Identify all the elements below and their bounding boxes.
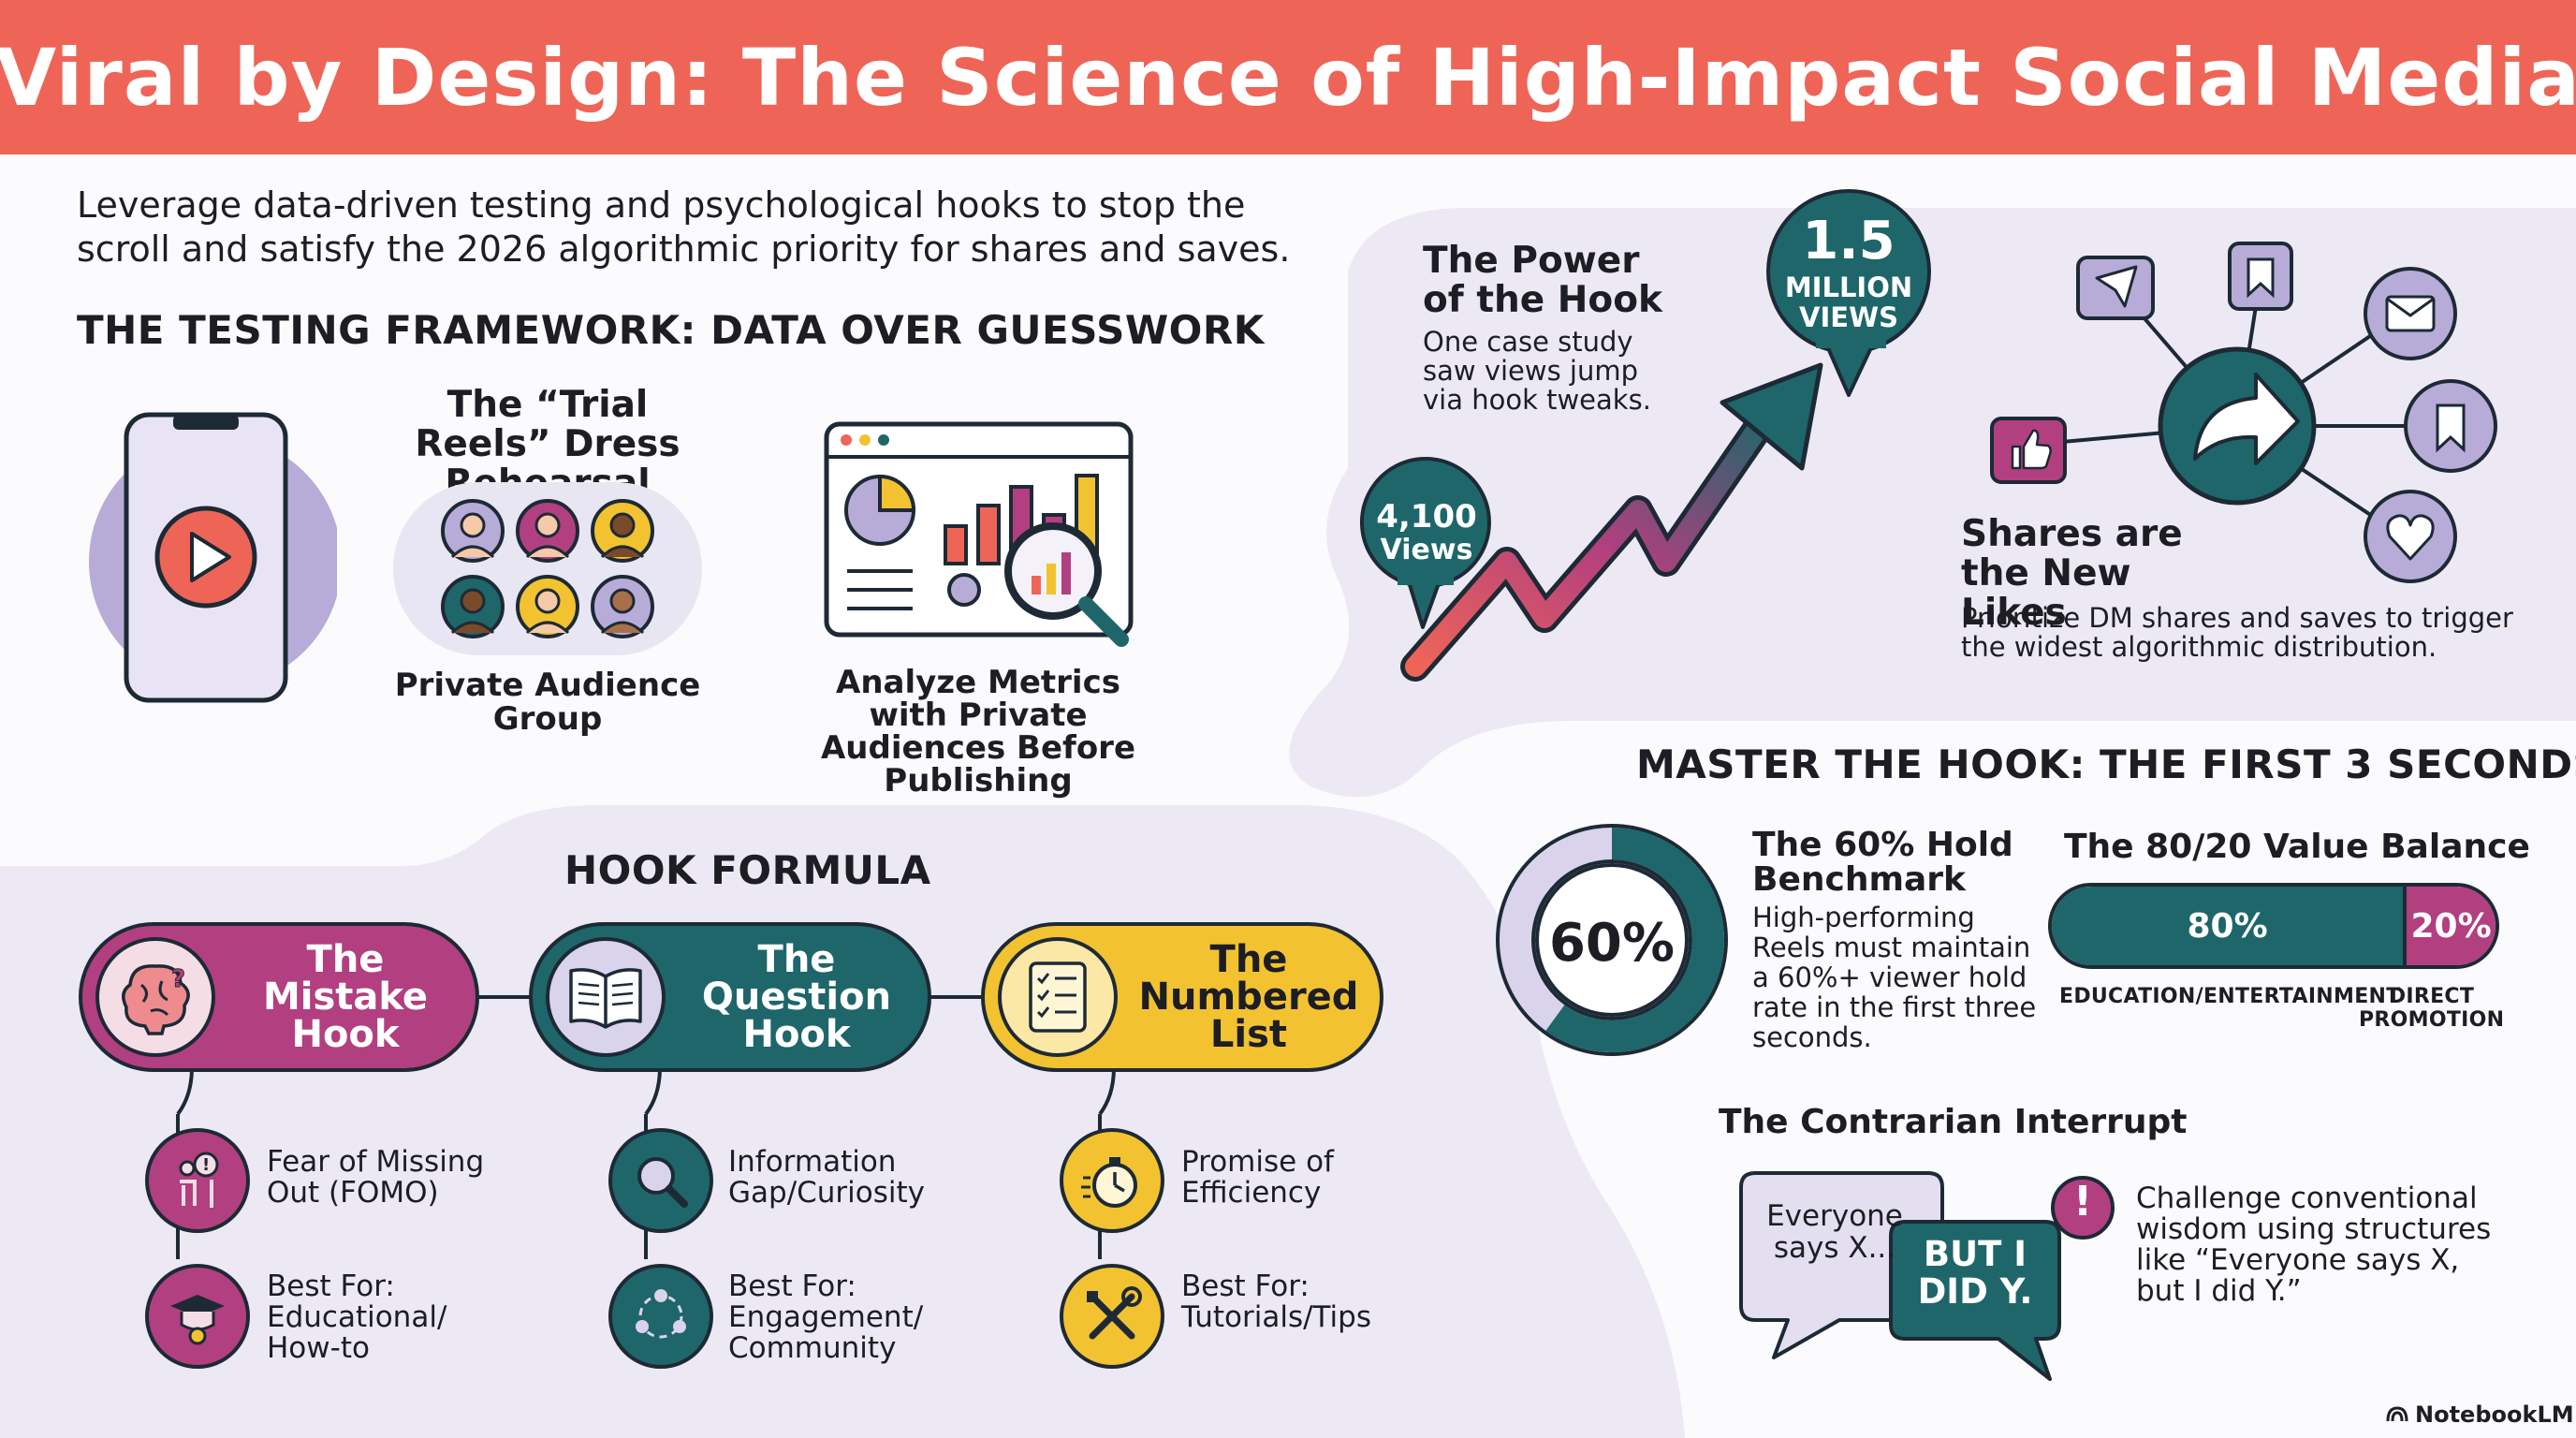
community-icon xyxy=(608,1264,713,1369)
balance-bar: 80% 20% xyxy=(2048,883,2499,969)
hook-question-card: The Question Hook xyxy=(529,922,931,1072)
end-views-unit-2: VIEWS xyxy=(1799,301,1898,333)
start-views-unit: Views xyxy=(1380,534,1473,566)
hook-numbered-card: The Numbered List xyxy=(981,922,1383,1072)
power-hook-title: The Power of the Hook xyxy=(1423,240,1662,321)
balance-bar-education: 80% xyxy=(2052,887,2408,965)
shares-title: Shares are the New Likes xyxy=(1961,513,2183,634)
brain-icon: ? xyxy=(95,937,215,1057)
page-title: Viral by Design: The Science of High-Imp… xyxy=(0,31,2576,124)
end-views-bubble xyxy=(1766,189,1931,397)
master-heading: MASTER THE HOOK: THE FIRST 3 SECONDS xyxy=(1636,741,2576,787)
power-hook-desc: One case study saw views jump via hook t… xyxy=(1423,326,1651,416)
hook-formula-heading: HOOK FORMULA xyxy=(564,847,931,893)
engagement-label: Best For: Engagement/ Community xyxy=(728,1269,924,1365)
contrarian-title: The Contrarian Interrupt xyxy=(1719,1103,2188,1141)
tools-icon xyxy=(1060,1264,1164,1369)
balance-title: The 80/20 Value Balance xyxy=(2064,828,2530,866)
shares-desc: Prioritize DM shares and saves to trigge… xyxy=(1961,602,2513,663)
magnifier-icon xyxy=(608,1128,713,1233)
private-audience-label: Private Audience Group xyxy=(394,667,701,738)
balance-bar-promotion: 20% xyxy=(2407,887,2496,965)
hold-donut-value: 60% xyxy=(1548,913,1676,974)
bubble-everyone: Everyone says X... xyxy=(1766,1199,1903,1265)
growth-arrow-icon xyxy=(1400,362,1823,682)
bubble-but-i-did: BUT I DID Y. xyxy=(1917,1234,2033,1312)
brand-mark: NotebookLM xyxy=(2385,1401,2574,1428)
contrarian-bubbles-icon xyxy=(1739,1171,2115,1381)
curiosity-label: Information Gap/Curiosity xyxy=(728,1145,926,1210)
brand-name: NotebookLM xyxy=(2415,1401,2574,1428)
stopwatch-icon xyxy=(1060,1128,1164,1233)
balance-right-label: DIRECT PROMOTION xyxy=(2359,985,2505,1032)
fomo-label: Fear of Missing Out (FOMO) xyxy=(267,1145,485,1210)
hook-numbered-title: The Numbered List xyxy=(1138,938,1359,1056)
hold-benchmark-desc: High-performing Reels must maintain a 60… xyxy=(1752,902,2037,1053)
hold-benchmark-title: The 60% Hold Benchmark xyxy=(1752,826,2013,899)
contrarian-desc: Challenge conventional wisdom using stru… xyxy=(2136,1181,2492,1308)
hook-question-title: The Question Hook xyxy=(701,938,892,1056)
checklist-icon xyxy=(998,937,1118,1057)
balance-left-value: 80% xyxy=(2187,906,2268,946)
hold-donut-chart xyxy=(1496,824,1728,1056)
notebooklm-logo-icon xyxy=(2386,1406,2408,1422)
intro-text: Leverage data-driven testing and psychol… xyxy=(77,184,1291,270)
book-icon xyxy=(546,937,666,1057)
analytics-dashboard-icon xyxy=(824,421,1134,647)
hook-mistake-card: ? The Mistake Hook xyxy=(79,922,479,1072)
tutorials-label: Best For: Tutorials/Tips xyxy=(1181,1269,1371,1334)
end-views-value: 1.5 xyxy=(1802,211,1895,271)
svg-text:?: ? xyxy=(171,965,185,993)
balance-left-label: EDUCATION/ENTERTAINMENT xyxy=(2059,985,2401,1008)
fomo-icon: ! xyxy=(145,1128,250,1233)
share-network-icon xyxy=(1990,242,2497,583)
audience-group-icon xyxy=(393,482,702,655)
start-views-bubble xyxy=(1359,457,1491,629)
efficiency-label: Promise of Efficiency xyxy=(1181,1145,1334,1210)
balance-right-value: 20% xyxy=(2410,906,2492,946)
start-views-value: 4,100 xyxy=(1376,498,1477,536)
alert-icon: ! xyxy=(2072,1178,2093,1225)
title-banner: Viral by Design: The Science of High-Imp… xyxy=(0,0,2576,154)
end-views-unit-1: MILLION xyxy=(1784,271,1913,303)
educational-label: Best For: Educational/ How-to xyxy=(267,1269,447,1365)
phone-play-icon xyxy=(89,412,337,703)
graduation-icon xyxy=(145,1264,250,1369)
testing-heading: THE TESTING FRAMEWORK: DATA OVER GUESSWO… xyxy=(77,307,1265,353)
analyze-metrics-label: Analyze Metrics with Private Audiences B… xyxy=(820,664,1135,800)
svg-text:!: ! xyxy=(202,1155,210,1175)
hook-mistake-title: The Mistake Hook xyxy=(262,938,429,1056)
